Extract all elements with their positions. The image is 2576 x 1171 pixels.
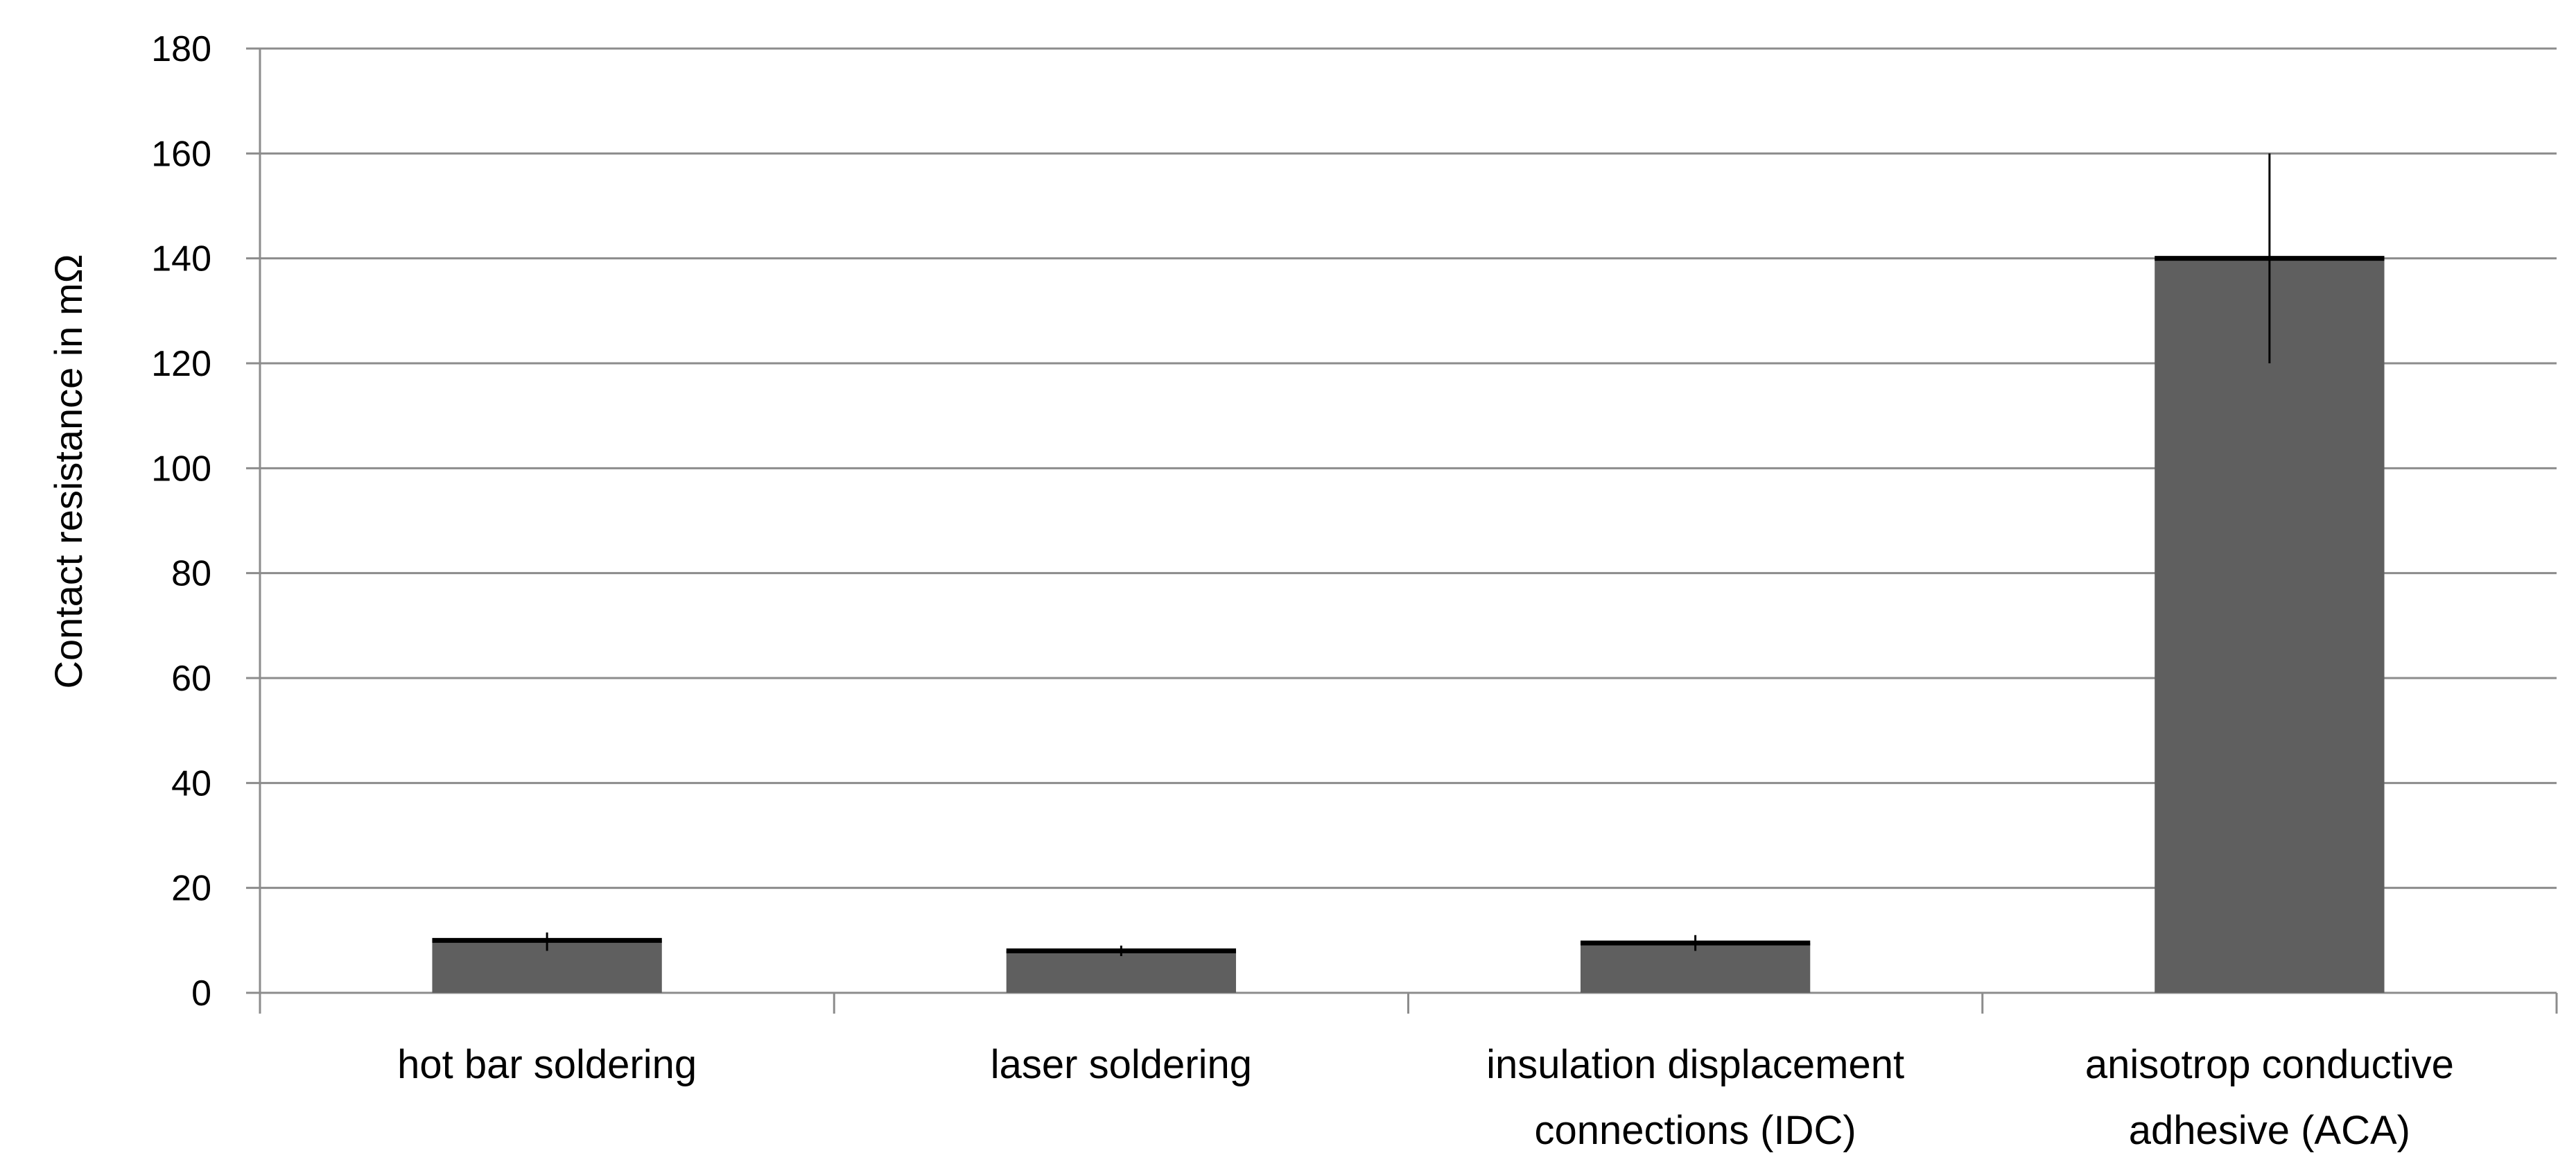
y-tick-label: 160 [151,134,211,174]
y-tick-label: 80 [171,554,211,594]
y-tick-label: 40 [171,763,211,804]
bar [1580,943,1811,993]
y-tick-label: 120 [151,344,211,384]
x-category-label: adhesive (ACA) [2129,1108,2410,1153]
y-tick-label: 140 [151,239,211,279]
error-bars [546,153,2271,957]
y-axis-title: Contact resistance in mΩ [46,254,90,689]
bar [1006,951,1237,993]
y-tick-label: 100 [151,449,211,489]
x-category-labels: hot bar soldering laser soldering insulati… [397,1042,2454,1153]
y-tick-label: 0 [191,973,211,1014]
y-tick-labels: 0 20 40 60 80 100 120 140 160 180 [151,29,211,1014]
x-category-label: anisotrop conductive [2085,1042,2454,1087]
y-tick-label: 180 [151,29,211,69]
y-tick-label: 60 [171,659,211,699]
x-category-label: hot bar soldering [397,1042,697,1087]
x-category-label: laser soldering [991,1042,1252,1087]
x-category-label: insulation displacement [1486,1042,1904,1087]
gridlines [260,47,2557,890]
bars [432,256,2385,994]
bar [2155,258,2385,994]
y-tick-label: 20 [171,869,211,909]
x-category-label: connections (IDC) [1535,1108,1856,1153]
